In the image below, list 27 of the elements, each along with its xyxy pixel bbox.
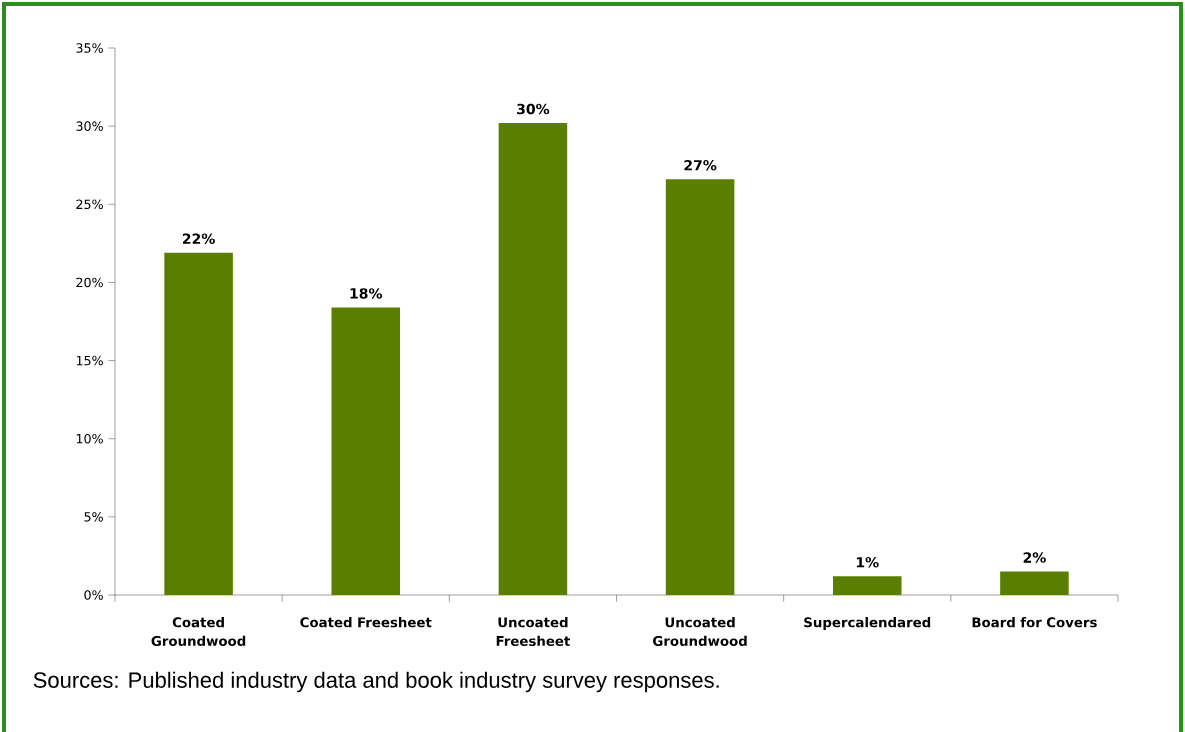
y-tick-label: 30% — [76, 121, 103, 131]
data-label: 30% — [517, 103, 550, 115]
x-tick-label: Uncoated Freesheet — [496, 617, 570, 647]
source-note: Sources: Published industry data and book industry survey responses. — [33, 671, 719, 693]
y-tick-label: 5% — [84, 512, 103, 522]
bar — [665, 179, 735, 595]
y-tick-label: 20% — [76, 277, 103, 288]
y-tick-label: 35% — [76, 43, 103, 53]
bar — [832, 576, 902, 595]
y-tick-label: 15% — [76, 355, 103, 366]
bar — [164, 252, 233, 595]
data-label: 18% — [350, 288, 383, 299]
x-tick-label: Uncoated Groundwood — [653, 617, 747, 647]
data-label: 1% — [856, 556, 879, 568]
x-tick-label: Board for Covers — [972, 617, 1097, 628]
data-label: 2% — [1023, 552, 1046, 563]
x-tick-label: Coated Groundwood — [151, 617, 246, 647]
x-tick-label: Supercalendared — [804, 617, 931, 630]
y-tick-label: 10% — [76, 433, 103, 444]
y-tick-label: 0% — [84, 590, 103, 600]
bar — [498, 123, 568, 595]
y-tick-label: 25% — [76, 199, 103, 210]
data-label: 22% — [182, 233, 215, 245]
data-label: 27% — [684, 159, 717, 171]
bar — [1000, 571, 1069, 595]
bar — [331, 307, 401, 595]
x-tick-label: Coated Freesheet — [300, 617, 432, 628]
